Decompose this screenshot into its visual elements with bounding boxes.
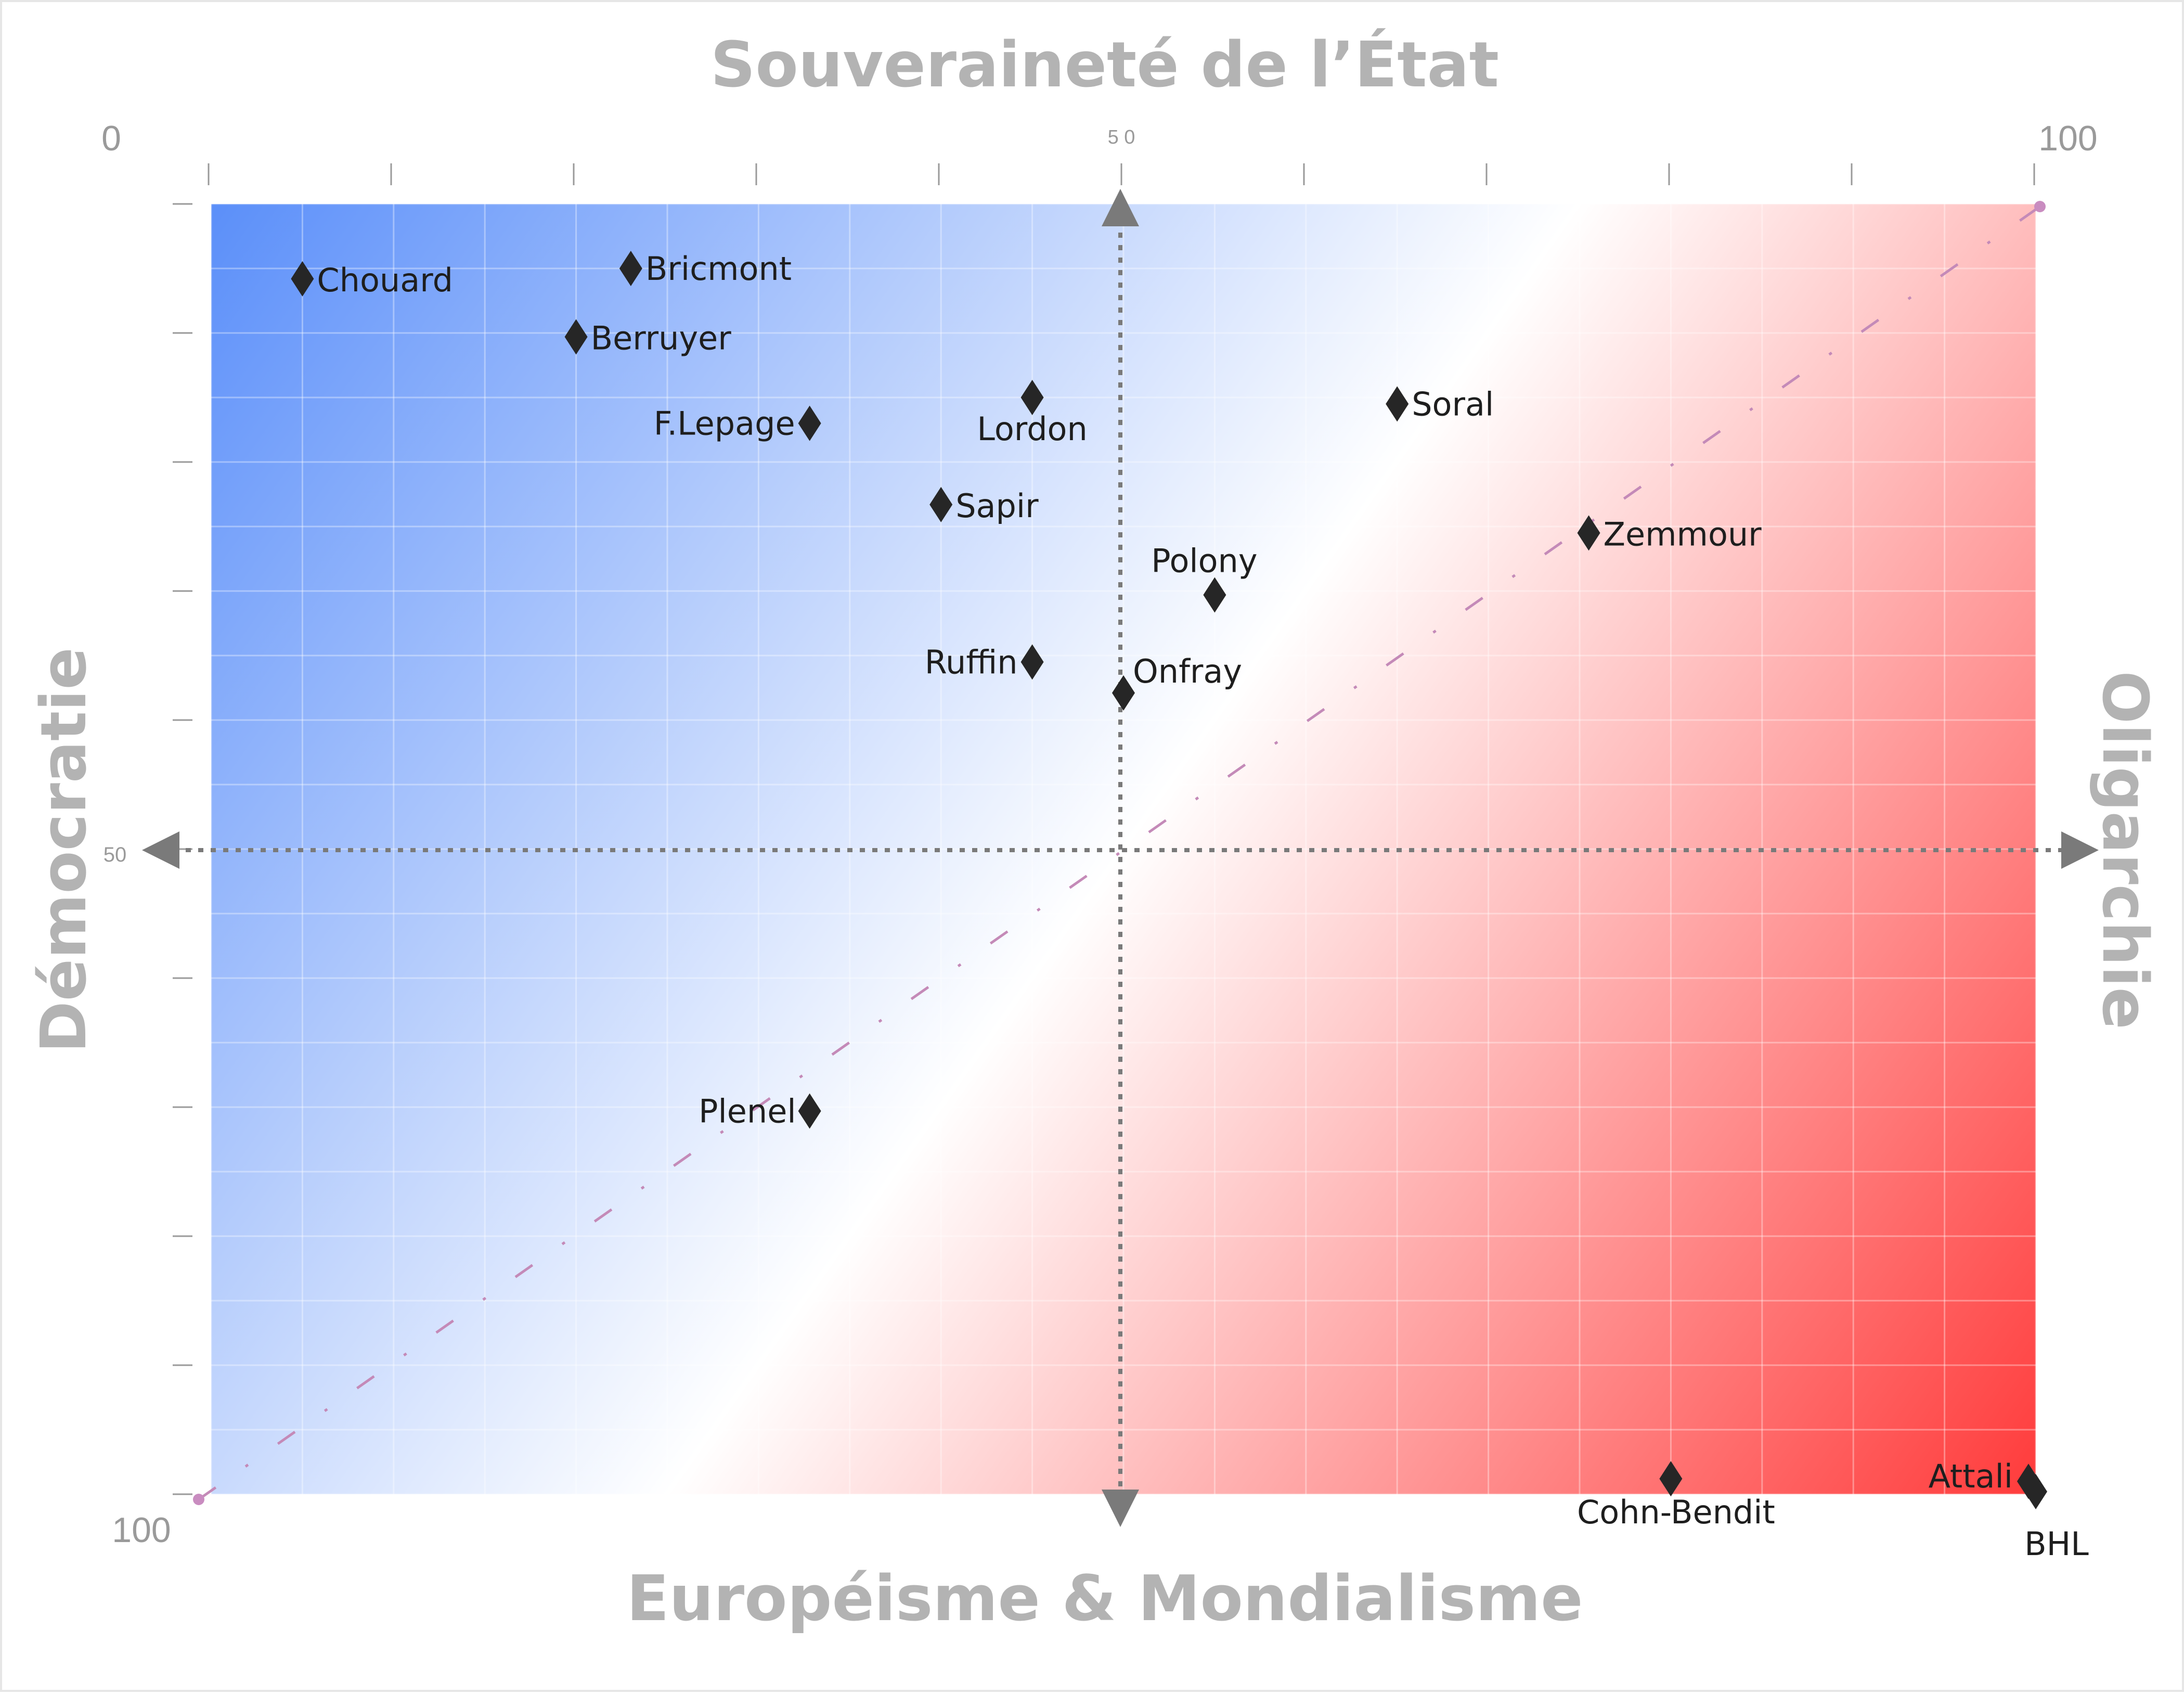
point-label: Plenel [699, 1092, 796, 1130]
data-point-attali: Attali [1929, 1457, 2040, 1499]
point-label: BHL [2024, 1525, 2089, 1563]
scale-label-top-right: 100 [2038, 119, 2097, 158]
point-label: Ruffin [925, 643, 1018, 681]
point-label: F.Lepage [654, 405, 795, 443]
data-point-ruffin: Ruffin [925, 643, 1044, 681]
point-label: Cohn-Bendit [1577, 1493, 1775, 1531]
diamond-marker [619, 251, 642, 286]
point-label: Chouard [317, 261, 453, 299]
scale-label-top-mid: 5 0 [1108, 126, 1135, 148]
diamond-marker [1020, 644, 1044, 680]
data-point-onfray: Onfray [1112, 652, 1242, 711]
point-label: Berruyer [591, 319, 732, 357]
diamond-marker [1112, 675, 1135, 711]
data-point-bricmont: Bricmont [619, 250, 792, 288]
top-axis-title: Souveraineté de l’État [710, 29, 1499, 101]
data-points: Chouard Bricmont Berruyer F.Lepage Lordon Sor… [291, 250, 2089, 1563]
diamond-marker [564, 319, 588, 355]
diagonal-endpoint-bottom [193, 1494, 204, 1505]
data-point-chouard: Chouard [291, 261, 453, 299]
data-point-soral: Soral [1386, 385, 1494, 423]
point-label: Polony [1151, 542, 1257, 580]
data-point-lordon: Lordon [977, 380, 1088, 448]
point-label: Sapir [955, 487, 1039, 525]
diamond-marker [1386, 386, 1409, 422]
diamond-marker [929, 486, 953, 522]
diamond-marker [1659, 1461, 1683, 1497]
data-point-zemmour: Zemmour [1577, 515, 1762, 553]
data-point-bhl: BHL [2024, 1474, 2089, 1563]
data-point-sapir: Sapir [929, 486, 1039, 525]
diamond-marker [2024, 1474, 2047, 1510]
point-label: Soral [1412, 385, 1494, 423]
diamond-marker [291, 261, 314, 297]
point-label: Onfray [1133, 652, 1242, 690]
diamond-marker [798, 1093, 821, 1129]
data-point-berruyer: Berruyer [564, 319, 732, 357]
point-label: Lordon [977, 410, 1087, 448]
data-point-plenel: Plenel [699, 1092, 821, 1130]
diamond-marker [1020, 380, 1044, 415]
diamond-marker [1577, 515, 1600, 551]
diagonal-endpoint-top [2034, 201, 2046, 212]
left-axis-title: Démocratie [28, 647, 100, 1053]
point-label: Attali [1929, 1457, 2013, 1495]
data-point-f-lepage: F.Lepage [654, 405, 821, 443]
point-label: Zemmour [1604, 515, 1762, 553]
scale-label-bottom-left: 100 [112, 1510, 171, 1550]
bottom-axis-title: Européisme & Mondialisme [627, 1563, 1583, 1635]
diamond-marker [1203, 577, 1226, 613]
data-point-polony: Polony [1151, 542, 1258, 613]
point-label: Bricmont [645, 250, 792, 288]
diamond-marker [798, 405, 821, 441]
data-point-cohn-bendit: Cohn-Bendit [1577, 1461, 1775, 1531]
scale-label-left-mid: 50 [104, 843, 127, 866]
scale-label-top-left: 0 [101, 119, 121, 158]
right-axis-title: Oligarchie [2088, 671, 2161, 1029]
